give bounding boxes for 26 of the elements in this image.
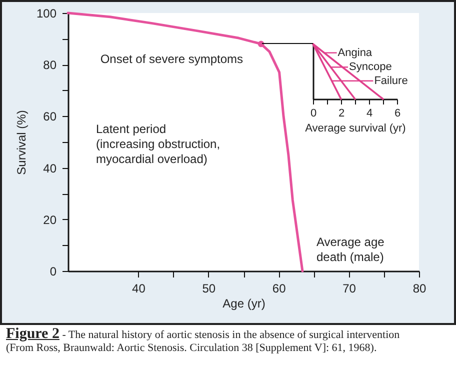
x-axis-title: Average survival (yr) [305, 122, 406, 134]
x-axis-title: Age (yr) [222, 296, 266, 310]
x-tick-label: 6 [394, 108, 401, 120]
y-axis-title: Survival (%) [14, 110, 28, 175]
y-tick-label: 40 [43, 161, 57, 176]
x-tick-label: 50 [202, 282, 216, 296]
annotation: Onset of severe symptoms [100, 52, 244, 66]
x-tick-label: 0 [310, 108, 317, 120]
text: (From Ross, Braunwald: Aortic Stenosis. Circulation 38 [Supplement V]: 61, 1968). [6, 342, 377, 354]
y-tick-label: 100 [36, 6, 57, 20]
legend-label: Angina [338, 46, 373, 59]
text: Figure 2 [6, 326, 60, 342]
x-tick-label: 80 [412, 282, 426, 296]
y-tick-label: 20 [43, 212, 57, 227]
x-tick-label: 2 [338, 108, 345, 120]
x-tick-label: 4 [366, 108, 373, 120]
legend-label: Syncope [349, 61, 392, 74]
y-tick-label: 80 [43, 58, 57, 72]
x-tick-label: 40 [132, 282, 146, 296]
annotation: Average age death (male) [316, 235, 385, 264]
y-tick-label: 0 [50, 264, 57, 278]
legend-label: Failure [374, 74, 408, 87]
x-tick-label: 70 [342, 282, 356, 296]
x-tick-label: 60 [272, 282, 286, 296]
text: - The natural history of aortic stenosis in the absence of surgical intervention [62, 329, 400, 341]
annotation: Latent period (increasing obstruction, myocardial overload) [96, 122, 220, 166]
